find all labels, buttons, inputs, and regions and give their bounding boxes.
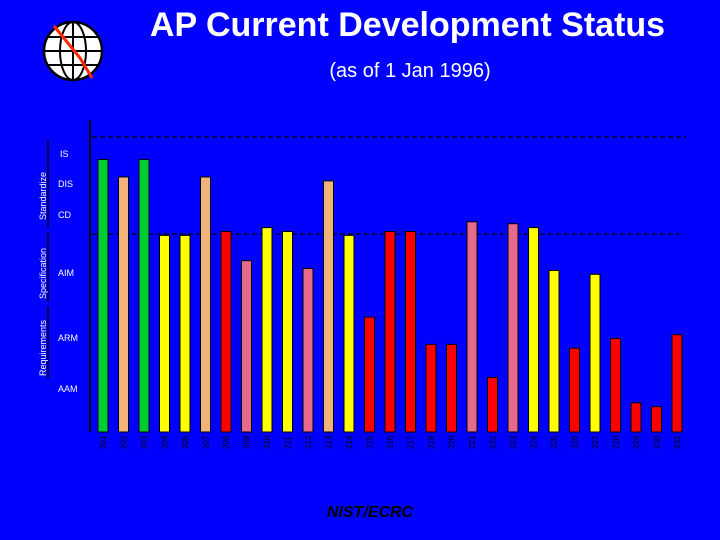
stage-label-dis: DIS <box>58 179 73 189</box>
bar-222 <box>487 376 498 433</box>
tick-label-204: 204 <box>161 435 170 449</box>
bar-216 <box>384 230 396 433</box>
stage-label-arm: ARM <box>58 333 78 343</box>
footer-credit: NIST/ECRC <box>326 504 414 521</box>
bar-231 <box>671 334 683 433</box>
group-label-standardize: Standardize <box>38 172 48 220</box>
bar-218 <box>425 343 437 433</box>
stage-label-cd: CD <box>58 210 71 220</box>
tick-label-205: 205 <box>181 435 190 449</box>
tick-label-230: 230 <box>653 435 662 449</box>
page-subtitle: (as of 1 Jan 1996) <box>329 60 491 82</box>
bar-228 <box>610 338 621 433</box>
bar-201 <box>97 158 109 433</box>
bar-223 <box>507 223 519 433</box>
bar-212 <box>302 267 314 433</box>
bar-207 <box>200 176 211 433</box>
tick-label-218: 218 <box>427 435 436 449</box>
stage-label-is: IS <box>60 149 69 159</box>
tick-label-216: 216 <box>386 435 395 449</box>
tick-label-203: 203 <box>140 435 149 449</box>
tick-label-215: 215 <box>366 435 375 449</box>
status-chart: Standardize Specification Requirements I… <box>38 120 686 449</box>
bar-226 <box>569 347 580 433</box>
bar-209 <box>241 260 252 433</box>
tick-label-231: 231 <box>673 435 682 449</box>
bar-211 <box>282 230 293 433</box>
tick-label-207: 207 <box>202 435 211 449</box>
tick-label-224: 224 <box>530 435 539 449</box>
tick-label-208: 208 <box>222 435 231 449</box>
bar-224 <box>528 227 539 433</box>
bar-214 <box>343 234 355 433</box>
stage-label-aim: AIM <box>58 268 74 278</box>
bar-225 <box>548 269 560 433</box>
bar-208 <box>220 230 232 433</box>
tick-label-228: 228 <box>612 435 621 449</box>
tick-label-222: 222 <box>489 435 498 449</box>
tick-label-226: 226 <box>571 435 580 449</box>
tick-label-229: 229 <box>632 435 641 449</box>
tick-label-201: 201 <box>99 435 108 449</box>
bar-205 <box>179 234 191 433</box>
bar-229 <box>630 402 642 433</box>
tick-label-210: 210 <box>263 435 272 449</box>
page-title: AP Current Development Status <box>149 6 666 44</box>
tick-label-214: 214 <box>345 435 354 449</box>
tick-label-202: 202 <box>120 435 129 449</box>
bar-221 <box>466 221 478 433</box>
bar-227 <box>589 273 601 433</box>
group-label-requirements: Requirements <box>38 319 48 376</box>
tick-label-220: 220 <box>448 435 457 449</box>
bar-204 <box>159 234 170 433</box>
tick-label-221: 221 <box>468 435 477 449</box>
stage-label-aam: AAM <box>58 384 78 394</box>
tick-label-213: 213 <box>325 435 334 449</box>
group-label-specification: Specification <box>38 248 48 299</box>
tick-label-217: 217 <box>407 435 416 449</box>
tick-label-212: 212 <box>304 435 313 449</box>
globe-icon <box>42 20 104 82</box>
bar-210 <box>261 227 273 433</box>
bar-217 <box>405 230 416 433</box>
bar-230 <box>651 406 662 433</box>
bar-215 <box>364 316 375 433</box>
tick-label-227: 227 <box>591 435 600 449</box>
tick-label-225: 225 <box>550 435 559 449</box>
bar-213 <box>323 180 334 433</box>
tick-label-223: 223 <box>509 435 518 449</box>
bar-220 <box>446 343 457 433</box>
bar-202 <box>118 176 129 433</box>
bar-203 <box>138 158 150 433</box>
tick-label-211: 211 <box>284 436 293 449</box>
tick-label-209: 209 <box>243 435 252 449</box>
